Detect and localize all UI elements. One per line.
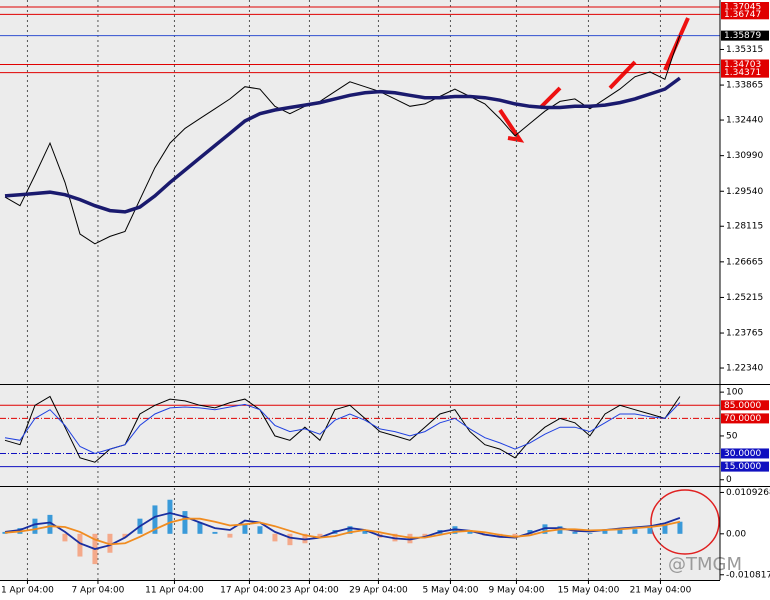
y-tick-label: 1.23765	[726, 329, 763, 339]
level-label-box	[721, 400, 769, 411]
histogram-bar	[122, 533, 128, 538]
histogram-bar	[512, 533, 518, 538]
x-tick-label: 1 Apr 04:00	[1, 586, 54, 596]
histogram-bar	[677, 521, 683, 534]
x-tick-label: 11 Apr 04:00	[145, 586, 204, 596]
level-label: 1.34703	[724, 60, 761, 70]
histogram-bar	[347, 526, 353, 534]
histogram-bar	[32, 518, 38, 534]
histogram-bar	[242, 524, 248, 534]
y-tick-label: 100	[726, 388, 743, 398]
arrow	[538, 86, 562, 110]
y-tick-label: 0.0109268	[726, 488, 770, 498]
histogram-bar	[197, 522, 203, 534]
histogram-bar	[212, 531, 218, 534]
histogram-bar	[572, 531, 578, 534]
level-label: 15.0000	[724, 462, 761, 472]
y-tick-label: 1.28115	[726, 222, 763, 232]
level-label: 1.34371	[724, 68, 761, 78]
histogram-bar	[587, 533, 593, 534]
y-tick-label: 0.00	[726, 529, 746, 539]
histogram-bar	[182, 511, 188, 534]
plot-background	[0, 0, 720, 580]
histogram-bar	[257, 526, 263, 534]
histogram-bar	[107, 533, 113, 553]
level-label-box	[721, 30, 769, 41]
histogram-bar	[227, 533, 233, 538]
arrow	[498, 108, 525, 143]
level-label-box	[721, 413, 769, 424]
histogram-bar	[602, 530, 608, 534]
y-tick-label: 0	[726, 475, 732, 485]
series-line	[4, 34, 681, 245]
x-tick-label: 9 May 04:00	[488, 586, 544, 596]
histogram-bar	[77, 533, 83, 557]
histogram-bar	[152, 505, 158, 534]
histogram-bar	[362, 530, 368, 534]
moving-average	[4, 76, 681, 214]
level-label: 70.0000	[724, 414, 761, 424]
arrow	[608, 60, 637, 90]
y-tick-label: 1.30990	[726, 151, 763, 161]
histogram-bar	[62, 533, 68, 542]
watermark: @TMGM	[668, 554, 742, 575]
y-tick-label: 1.33865	[726, 81, 763, 91]
level-label: 1.37045	[724, 2, 761, 12]
histogram-bar	[467, 530, 473, 534]
x-tick-label: 7 Apr 04:00	[71, 586, 124, 596]
histogram-bar	[662, 525, 668, 534]
histogram-bar	[632, 529, 638, 534]
level-label-box	[721, 461, 769, 472]
level-label: 1.36747	[724, 10, 761, 20]
series-line	[4, 402, 681, 455]
histogram-bar	[317, 533, 323, 538]
y-tick-label: 1.35315	[726, 45, 763, 55]
histogram-bar	[167, 499, 173, 534]
level-label-box	[721, 59, 769, 70]
x-tick-label: 29 Apr 04:00	[349, 586, 408, 596]
x-tick-label: 23 Apr 04:00	[280, 586, 339, 596]
y-tick-label: 1.29540	[726, 187, 763, 197]
y-tick-label: 1.25215	[726, 293, 763, 303]
x-tick-label: 15 May 04:00	[558, 586, 620, 596]
histogram-bar	[2, 531, 8, 534]
histogram-bar	[47, 514, 53, 534]
y-tick-label: -0.0108176	[726, 570, 770, 580]
level-label: 30.0000	[724, 449, 761, 459]
histogram-bar	[542, 524, 548, 534]
histogram-bar	[422, 533, 428, 538]
histogram-bar	[527, 530, 533, 534]
histogram-bar	[287, 533, 293, 546]
level-label: 85.0000	[724, 401, 761, 411]
level-label-box	[721, 1, 769, 12]
y-tick-label: 1.26665	[726, 257, 763, 267]
series-line	[4, 517, 681, 546]
y-tick-label: 1.22340	[726, 364, 763, 374]
highlight-circle	[650, 489, 720, 555]
level-label-box	[721, 9, 769, 20]
histogram-bar	[272, 533, 278, 542]
level-label: 1.35879	[724, 31, 761, 41]
y-tick-label: 50	[726, 431, 738, 441]
x-tick-label: 17 Apr 04:00	[220, 586, 279, 596]
histogram-bar	[647, 528, 653, 534]
histogram-bar	[617, 530, 623, 534]
histogram-bar	[407, 533, 413, 544]
y-tick-label: 1.32440	[726, 116, 763, 126]
x-tick-label: 21 May 04:00	[630, 586, 692, 596]
level-label-box	[721, 67, 769, 78]
histogram-bar	[302, 533, 308, 544]
level-label-box	[721, 448, 769, 459]
x-tick-label: 5 May 04:00	[422, 586, 478, 596]
